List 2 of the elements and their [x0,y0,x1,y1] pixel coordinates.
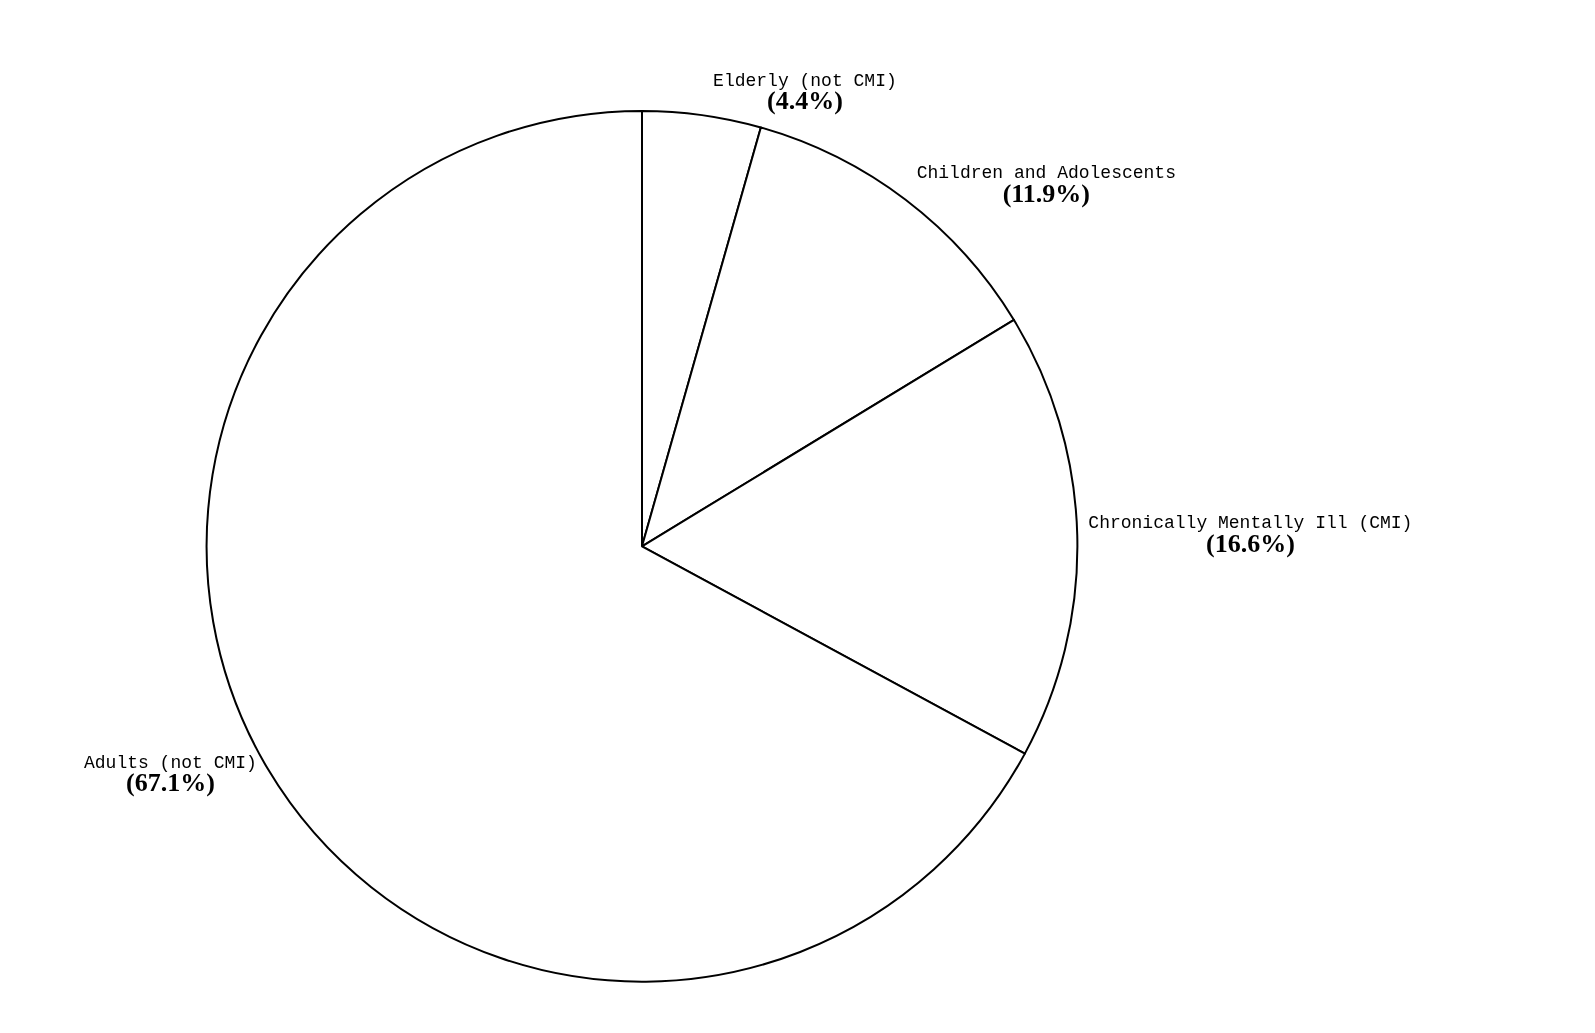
slice-label: Elderly (not CMI) [713,71,897,92]
slice-label: Adults (not CMI) [84,752,257,773]
